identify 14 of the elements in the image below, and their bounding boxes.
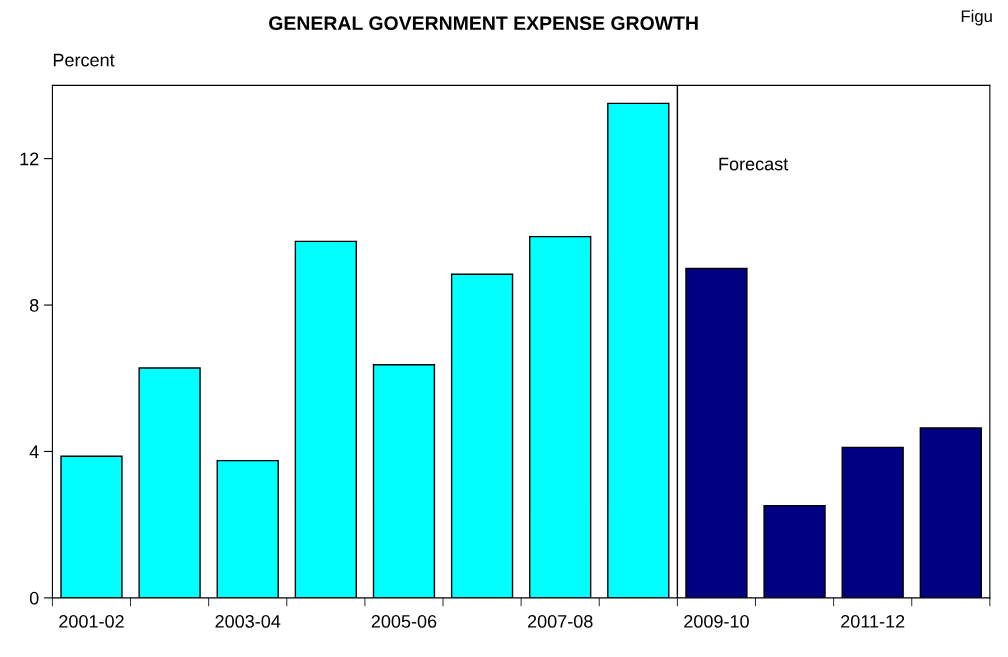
x-tick-label: 2003-04 — [215, 615, 281, 628]
y-tick-label: 8 — [29, 298, 39, 312]
chart-title: GENERAL GOVERNMENT EXPENSE GROWTH — [269, 16, 698, 31]
x-tick-label: 2007-08 — [527, 615, 593, 628]
y-tick-label: 0 — [29, 591, 39, 605]
x-tick-label: 2001-02 — [59, 615, 124, 628]
y-tick-label: 12 — [20, 152, 39, 166]
x-tick-label: 2011-12 — [841, 615, 905, 628]
y-axis-title: Percent — [53, 53, 115, 67]
text: Figu — [961, 9, 992, 26]
annotation: Forecast — [719, 157, 789, 171]
x-tick-label: 2005-06 — [371, 615, 437, 628]
x-tick-label: 2009-10 — [684, 615, 749, 628]
y-tick-label: 4 — [29, 445, 39, 458]
